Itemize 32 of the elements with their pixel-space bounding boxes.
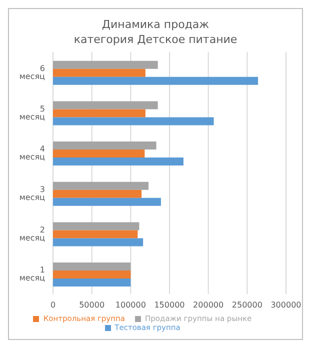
x-tick-label: 300000 <box>270 300 302 310</box>
bar <box>53 222 140 230</box>
bar <box>53 101 158 110</box>
y-tick-label: 4 месяц <box>19 144 46 162</box>
x-tick-label: 0 <box>50 300 56 310</box>
bar <box>53 76 258 85</box>
bar <box>53 262 131 271</box>
y-tick-label: 6 месяц <box>19 64 46 82</box>
y-tick-label: 1 месяц <box>19 266 46 283</box>
x-tick-label: 250000 <box>232 300 262 310</box>
chart-title: Динамика продаж категория Детское питание <box>72 17 238 47</box>
bar <box>53 117 214 126</box>
bar <box>53 109 146 118</box>
bar <box>53 68 146 77</box>
bar <box>53 190 142 198</box>
x-tick-label: 100000 <box>115 300 146 310</box>
y-tick-label: 2 месяц <box>19 225 46 242</box>
x-tick-label: 150000 <box>154 300 185 310</box>
y-tick-label: 5 месяц <box>19 104 46 122</box>
bar <box>53 150 145 158</box>
bar <box>53 60 158 69</box>
bar <box>53 270 131 279</box>
x-tick-label: 200000 <box>193 300 224 310</box>
x-tick-label: 50000 <box>79 300 105 310</box>
bar <box>53 142 156 150</box>
bar <box>53 230 138 238</box>
bar <box>53 278 131 287</box>
bar <box>53 238 144 246</box>
bar <box>53 182 149 190</box>
bar <box>53 158 184 166</box>
y-tick-label: 3 месяц <box>19 185 46 202</box>
bar <box>53 198 161 206</box>
